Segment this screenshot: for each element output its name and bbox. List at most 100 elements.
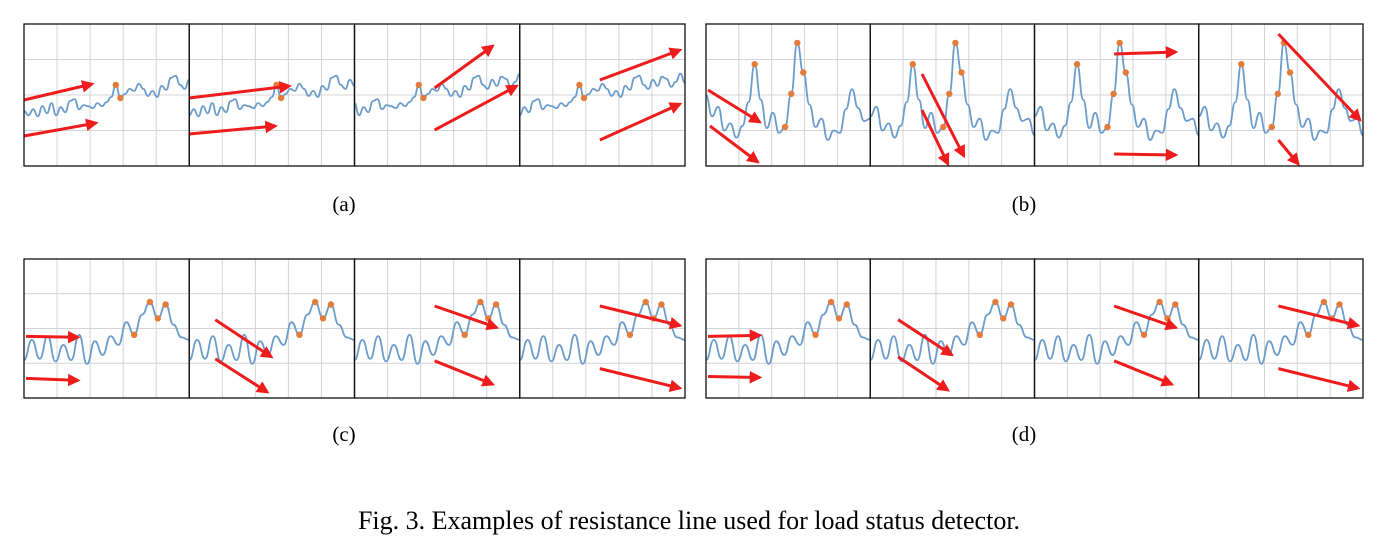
resistance-arrow: [1114, 148, 1179, 162]
resistance-arrow: [189, 120, 278, 136]
subfigure-label-c: (c): [332, 422, 356, 446]
chart-panel-d-1: [705, 258, 871, 399]
peak-marker: [162, 301, 169, 308]
peak-marker: [794, 39, 801, 47]
peak-marker: [751, 60, 758, 68]
peak-marker: [1116, 39, 1123, 47]
peak-marker: [946, 90, 953, 98]
chart-panel-b-1: [705, 23, 871, 167]
subfigure-label-a: (a): [332, 192, 356, 216]
panel-border: [519, 23, 686, 167]
resistance-arrow: [25, 330, 81, 344]
figure-panels: [23, 23, 1364, 399]
chart-panel-a-3: [353, 23, 521, 167]
chart-panel-c-2: [188, 258, 356, 399]
series-line: [705, 301, 871, 365]
peak-marker: [477, 298, 484, 306]
chart-panel-a-4: [519, 23, 686, 167]
panel-border: [1198, 23, 1364, 167]
series-line: [869, 301, 1035, 365]
resistance-arrow: [920, 109, 950, 167]
resistance-arrow: [920, 73, 966, 159]
resistance-arrow: [433, 84, 519, 132]
peak-marker: [146, 298, 154, 306]
peak-marker: [1140, 331, 1148, 338]
series-line: [1034, 41, 1200, 141]
figure-caption: Fig. 3. Examples of resistance line used…: [357, 506, 1021, 535]
peak-marker: [420, 94, 427, 102]
chart-panel-d-2: [869, 258, 1036, 399]
chart-panel-c-3: [353, 258, 521, 399]
chart-panel-d-4: [1198, 258, 1364, 399]
peak-marker: [1238, 60, 1245, 68]
resistance-arrow: [214, 357, 270, 394]
peak-marker: [131, 331, 138, 338]
peak-marker: [843, 301, 850, 308]
subfigure-c: [23, 258, 686, 399]
series-line: [1034, 301, 1199, 365]
peak-marker: [1000, 315, 1007, 322]
peak-marker: [1110, 90, 1117, 98]
series-line: [519, 72, 686, 117]
resistance-arrow: [1114, 46, 1179, 59]
peak-marker: [827, 298, 835, 306]
peak-marker: [812, 331, 819, 338]
peak-marker: [976, 331, 983, 338]
chart-panel-d-3: [1033, 258, 1200, 399]
resistance-arrow: [707, 88, 762, 124]
subfigure-a: [23, 23, 686, 167]
resistance-arrow: [433, 44, 495, 90]
resistance-arrow: [1113, 359, 1175, 387]
resistance-arrow: [599, 304, 683, 330]
resistance-arrow: [599, 47, 683, 82]
resistance-arrow: [434, 359, 496, 387]
peak-marker: [154, 315, 161, 322]
chart-panel-c-1: [23, 258, 190, 399]
peak-marker: [626, 331, 634, 338]
chart-panel-c-4: [519, 258, 686, 399]
peak-marker: [800, 69, 807, 76]
chart-panel-b-2: [869, 23, 1036, 167]
resistance-arrow: [1278, 367, 1361, 392]
peak-marker: [1286, 69, 1294, 76]
peak-marker: [1122, 69, 1130, 76]
peak-marker: [788, 90, 795, 98]
subfigure-b: [705, 23, 1364, 167]
resistance-arrow: [23, 118, 99, 138]
series-line: [188, 301, 355, 365]
peak-marker: [485, 315, 492, 322]
resistance-arrow: [707, 329, 763, 342]
peak-marker: [1336, 301, 1343, 308]
peak-marker: [642, 298, 649, 306]
panel-border: [1198, 258, 1364, 399]
peak-marker: [277, 94, 285, 102]
peak-marker: [1104, 123, 1111, 131]
resistance-arrow: [1278, 304, 1361, 330]
resistance-arrow: [214, 318, 274, 359]
peak-marker: [1305, 331, 1312, 338]
peak-marker: [940, 123, 947, 131]
peak-marker: [415, 81, 422, 89]
subfigure-label-b: (b): [1011, 192, 1037, 216]
resistance-arrow: [897, 355, 950, 392]
resistance-arrow: [709, 124, 760, 164]
series-line: [1198, 41, 1364, 141]
resistance-arrow: [189, 80, 292, 100]
resistance-arrow: [1113, 304, 1179, 331]
resistance-arrow: [897, 318, 954, 357]
series-line: [354, 301, 520, 365]
series-line: [23, 74, 190, 118]
resistance-arrow: [1277, 32, 1362, 122]
peak-marker: [1164, 315, 1171, 322]
subfigure-label-d: (d): [1011, 422, 1037, 446]
peak-marker: [1274, 90, 1282, 98]
resistance-arrow: [25, 373, 81, 387]
series-line: [705, 41, 871, 141]
peak-marker: [958, 69, 965, 76]
resistance-arrow: [599, 102, 683, 142]
peak-marker: [580, 94, 588, 102]
peak-marker: [576, 81, 583, 89]
peak-marker: [952, 39, 959, 47]
peak-marker: [312, 298, 319, 306]
